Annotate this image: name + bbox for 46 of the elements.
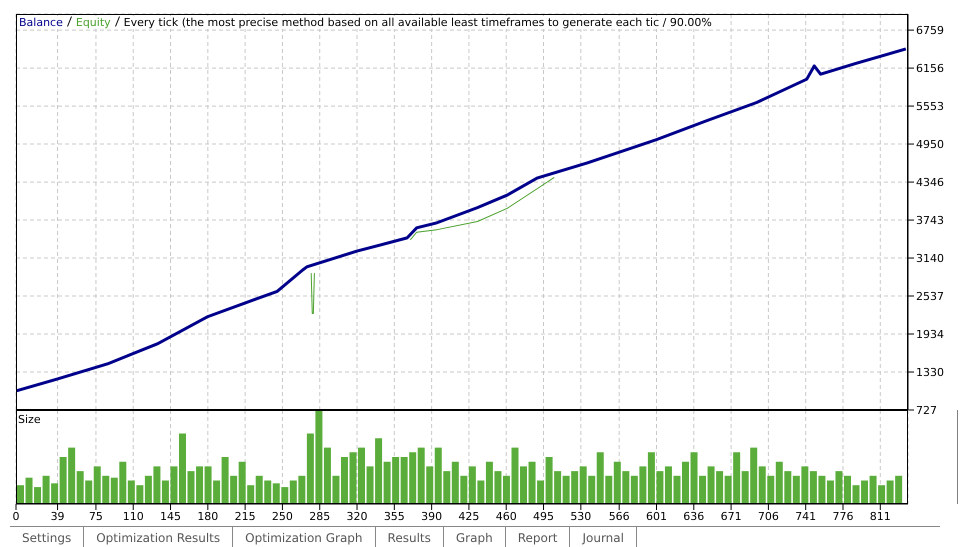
text: Report	[506, 527, 570, 547]
text: Optimization Results	[84, 527, 234, 547]
x-tick-label: 39	[50, 510, 65, 523]
chart-title: Size	[18, 413, 41, 426]
x-tick-label: 566	[608, 510, 630, 523]
text: Journal	[570, 527, 637, 547]
x-tick-label: 145	[160, 510, 182, 523]
y-tick-label: 6759	[916, 24, 944, 38]
x-tick-label: 285	[309, 510, 330, 523]
y-tick-label: 727	[916, 404, 937, 417]
y-tick-label: 2537	[916, 290, 944, 303]
x-tick-label: 460	[496, 510, 517, 523]
y-tick-label: 5553	[916, 100, 944, 113]
x-tick-label: 0	[12, 510, 20, 523]
x-tick-label: 741	[795, 510, 816, 523]
y-tick-label: 4950	[916, 138, 944, 151]
x-tick-label: 75	[88, 510, 103, 523]
x-tick-label: 811	[870, 510, 891, 523]
x-tick-label: 495	[533, 510, 554, 523]
x-tick-label: 530	[570, 510, 592, 523]
y-tick-label: 3140	[916, 252, 944, 265]
text: Results	[376, 527, 444, 547]
chart-title: Every tick (the most precise method based on all available least timeframes to generate each tic / 90.00%	[124, 16, 712, 29]
x-tick-label: 215	[234, 510, 256, 523]
y-tick-label: 3743	[916, 214, 944, 227]
x-tick-label: 250	[272, 510, 293, 523]
y-tick-label: 1330	[916, 366, 944, 379]
x-tick-label: 776	[832, 510, 854, 523]
text: Equity	[76, 16, 111, 29]
text: Settings	[10, 527, 84, 547]
x-tick-label: 390	[421, 510, 442, 523]
text: Optimization Graph	[233, 527, 376, 547]
x-tick-label: 671	[720, 510, 742, 523]
x-tick-label: 110	[122, 510, 144, 523]
y-tick-label: 1934	[916, 328, 944, 341]
text: Balance	[19, 16, 63, 29]
x-tick-label: 425	[458, 510, 480, 523]
x-tick-label: 601	[646, 510, 667, 523]
x-tick-label: 636	[683, 510, 704, 523]
x-tick-label: 706	[758, 510, 779, 523]
y-tick-label: 6156	[916, 62, 944, 75]
x-tick-label: 180	[197, 510, 218, 523]
text: Graph	[444, 527, 506, 547]
x-tick-label: 320	[346, 510, 368, 523]
y-tick-label: 4346	[916, 176, 944, 189]
x-tick-label: 355	[384, 510, 405, 523]
